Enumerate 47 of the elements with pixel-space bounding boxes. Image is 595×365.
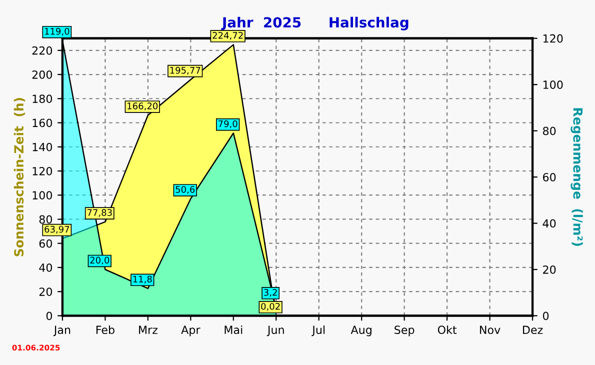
y-axis-title: Sonnenschein-Zeit (h)	[14, 98, 26, 256]
data-label: 3,2	[264, 288, 277, 297]
y2-tick-label: 0	[542, 312, 549, 320]
x-tick-label: Jan	[53, 326, 70, 336]
x-tick-label: Dez	[523, 326, 543, 334]
y-tick-label: 80	[39, 215, 52, 224]
data-label: 63,97	[44, 226, 70, 234]
y-tick-label: 0	[46, 312, 52, 320]
chart-title: Jahr 2025	[221, 16, 301, 30]
y2-tick-label: 120	[543, 34, 563, 43]
y-tick-label: 220	[32, 46, 52, 55]
y2-tick-label: 40	[542, 219, 556, 228]
chart-subtitle: Hallschlag	[330, 16, 408, 30]
x-tick-label: Mrz	[139, 326, 158, 334]
y2-axis-title: Regenmenge (l/m²)	[570, 108, 583, 246]
y-tick-label: 200	[32, 70, 52, 79]
y-tick-label: 20	[39, 288, 52, 296]
data-label: 0,02	[261, 302, 280, 311]
data-label: 20,0	[90, 256, 110, 264]
x-tick-label: Mai	[224, 325, 242, 334]
data-label: 79,0	[218, 120, 238, 128]
y-tick-label: 120	[32, 166, 52, 176]
y-tick-label: 140	[32, 142, 52, 152]
y-tick-label: 100	[32, 191, 52, 200]
y-tick-label: 60	[39, 239, 52, 248]
x-tick-label: Nov	[480, 326, 500, 334]
x-tick-label: Okt	[438, 325, 457, 334]
y2-tick-label: 80	[543, 126, 556, 136]
data-label: 224,72	[212, 32, 243, 40]
x-tick-label: Aug	[350, 326, 372, 336]
data-label: 77,83	[87, 209, 112, 217]
data-label: 166,20	[128, 102, 158, 110]
y2-tick-label: 60	[543, 173, 556, 182]
data-label: 195,77	[170, 66, 200, 75]
data-label: 119,0	[44, 28, 70, 36]
x-tick-label: Apr	[181, 326, 200, 336]
x-tick-label: Jun	[266, 326, 284, 336]
data-label: 50,6	[176, 186, 195, 194]
y-tick-label: 40	[39, 263, 52, 272]
y-tick-label: 160	[32, 118, 52, 128]
data-label: 11,8	[133, 276, 152, 284]
x-tick-label: Jul	[312, 325, 325, 336]
y2-tick-label: 20	[543, 265, 556, 274]
x-tick-label: Sep	[394, 326, 414, 336]
y2-tick-label: 100	[543, 80, 563, 89]
x-tick-label: Feb	[96, 325, 114, 334]
y-tick-label: 180	[32, 94, 52, 104]
